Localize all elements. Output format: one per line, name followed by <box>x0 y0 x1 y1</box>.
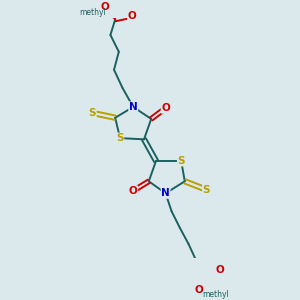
Text: O: O <box>195 286 204 296</box>
Text: methyl: methyl <box>202 290 229 298</box>
Text: S: S <box>177 156 185 166</box>
Text: O: O <box>129 186 138 196</box>
Text: O: O <box>161 103 170 113</box>
Text: S: S <box>89 108 96 118</box>
Text: O: O <box>128 11 136 21</box>
Text: O: O <box>100 2 109 12</box>
Text: O: O <box>215 265 224 275</box>
Text: methyl: methyl <box>79 8 106 17</box>
Text: S: S <box>202 185 210 195</box>
Text: S: S <box>116 133 124 143</box>
Text: N: N <box>129 102 138 112</box>
Text: N: N <box>161 188 170 198</box>
